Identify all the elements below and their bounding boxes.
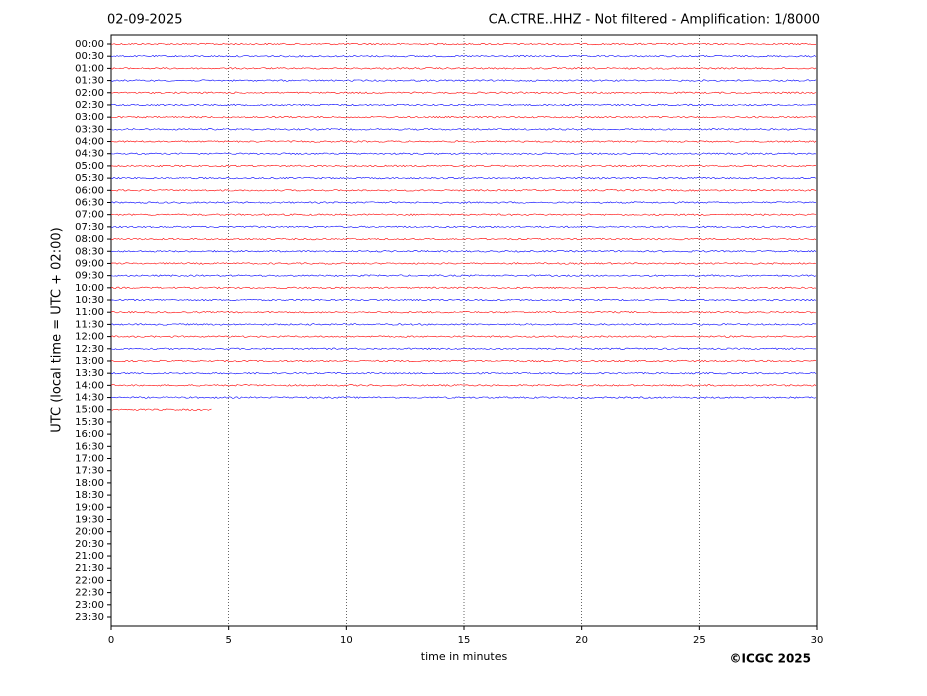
y-tick-label: 08:30 — [75, 246, 104, 257]
y-tick-label: 15:30 — [75, 417, 104, 428]
y-tick-label: 11:00 — [75, 307, 104, 318]
y-tick-label: 23:00 — [75, 600, 104, 611]
seismic-trace — [110, 164, 817, 168]
y-tick-label: 20:30 — [75, 539, 104, 550]
seismic-trace — [110, 335, 817, 338]
y-tick-label: 14:00 — [75, 380, 104, 391]
y-tick-label: 07:00 — [75, 210, 104, 221]
seismic-trace — [110, 286, 817, 290]
y-tick-label: 21:00 — [75, 551, 104, 562]
x-tick-label: 30 — [811, 635, 824, 646]
y-tick-label: 15:00 — [75, 405, 104, 416]
y-tick-label: 11:30 — [75, 319, 104, 330]
y-tick-label: 08:00 — [75, 234, 104, 245]
seismic-trace — [110, 384, 817, 387]
y-tick-label: 06:00 — [75, 185, 104, 196]
seismic-trace — [110, 115, 817, 119]
y-tick-label: 17:00 — [75, 454, 104, 465]
y-tick-label: 18:00 — [75, 478, 104, 489]
seismic-trace — [110, 176, 817, 180]
x-tick-label: 15 — [458, 635, 471, 646]
seismic-trace — [110, 54, 817, 58]
y-tick-label: 17:30 — [75, 466, 104, 477]
seismic-trace — [110, 262, 817, 265]
y-tick-label: 02:30 — [75, 100, 104, 111]
y-tick-label: 06:30 — [75, 197, 104, 208]
seismic-trace — [110, 103, 817, 107]
y-tick-label: 18:30 — [75, 490, 104, 501]
y-tick-label: 10:00 — [75, 283, 104, 294]
seismic-trace — [110, 396, 817, 399]
y-tick-label: 01:00 — [75, 63, 104, 74]
y-tick-label: 09:00 — [75, 258, 104, 269]
y-tick-label: 20:00 — [75, 527, 104, 538]
x-tick-label: 5 — [225, 635, 231, 646]
y-tick-label: 22:30 — [75, 588, 104, 599]
seismic-trace — [110, 128, 817, 131]
seismic-trace — [110, 189, 817, 192]
x-tick-label: 25 — [693, 635, 706, 646]
seismic-trace — [110, 323, 817, 326]
y-tick-label: 00:00 — [75, 39, 104, 50]
seismic-trace — [110, 140, 817, 143]
y-axis-label: UTC (local time = UTC + 02:00) — [50, 227, 65, 432]
y-tick-label: 01:30 — [75, 76, 104, 87]
seismic-trace — [110, 152, 817, 155]
y-tick-label: 03:30 — [75, 124, 104, 135]
seismic-trace — [110, 347, 817, 351]
y-tick-label: 16:00 — [75, 429, 104, 440]
y-tick-label: 09:30 — [75, 271, 104, 282]
y-tick-label: 12:30 — [75, 344, 104, 355]
y-tick-label: 02:00 — [75, 88, 104, 99]
y-tick-label: 03:00 — [75, 112, 104, 123]
seismic-trace — [110, 42, 817, 46]
seismic-trace — [110, 298, 817, 302]
seismic-trace — [110, 408, 212, 411]
y-tick-label: 21:30 — [75, 563, 104, 574]
y-tick-label: 16:30 — [75, 441, 104, 452]
y-tick-label: 12:00 — [75, 332, 104, 343]
chart-title: CA.CTRE..HHZ - Not filtered - Amplificat… — [489, 13, 820, 28]
seismic-trace — [110, 359, 817, 363]
x-tick-label: 0 — [108, 635, 114, 646]
seismic-trace — [110, 371, 817, 375]
seismic-trace — [110, 225, 817, 229]
chart-date: 02-09-2025 — [107, 13, 183, 28]
x-tick-label: 20 — [575, 635, 588, 646]
y-tick-label: 05:30 — [75, 173, 104, 184]
y-tick-label: 23:30 — [75, 612, 104, 623]
y-tick-label: 10:30 — [75, 295, 104, 306]
y-tick-label: 05:00 — [75, 161, 104, 172]
seismic-trace — [110, 237, 817, 241]
seismic-trace — [110, 213, 817, 216]
y-tick-label: 07:30 — [75, 222, 104, 233]
y-tick-label: 13:30 — [75, 368, 104, 379]
seismic-trace — [110, 201, 817, 204]
seismic-trace — [110, 250, 817, 253]
y-tick-label: 14:30 — [75, 393, 104, 404]
y-tick-label: 19:00 — [75, 502, 104, 513]
credit: ©ICGC 2025 — [729, 652, 811, 666]
y-tick-label: 22:00 — [75, 575, 104, 586]
y-tick-label: 19:30 — [75, 514, 104, 525]
seismic-trace — [110, 67, 817, 70]
y-tick-label: 13:00 — [75, 356, 104, 367]
seismic-trace — [110, 91, 817, 94]
y-tick-label: 04:00 — [75, 137, 104, 148]
y-tick-label: 04:30 — [75, 149, 104, 160]
y-tick-label: 00:30 — [75, 51, 104, 62]
seismic-trace — [110, 274, 817, 277]
x-tick-label: 10 — [340, 635, 353, 646]
seismic-trace — [110, 311, 817, 314]
x-axis-label: time in minutes — [421, 650, 508, 663]
seismic-trace — [110, 79, 817, 82]
